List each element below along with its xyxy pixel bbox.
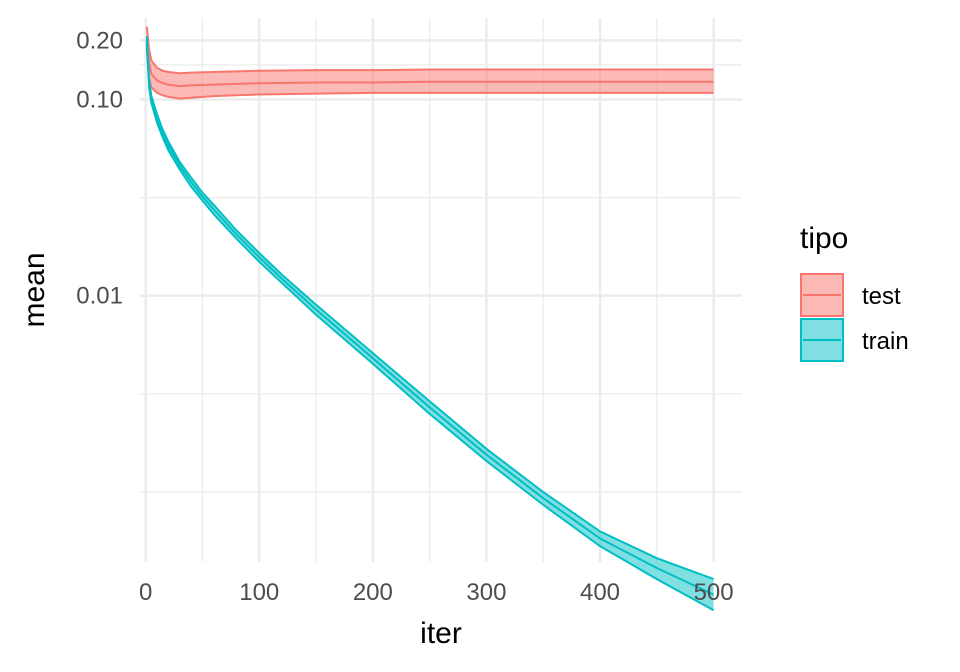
x-axis-title: iter — [420, 617, 462, 650]
x-tick-label: 0 — [139, 579, 152, 606]
y-tick-label: 0.20 — [76, 27, 123, 54]
series-train-lower-edge — [145, 44, 715, 612]
series-test-lower-edge — [145, 49, 714, 100]
legend-entry-train: train — [800, 318, 909, 362]
x-tick-label: 500 — [694, 579, 734, 606]
x-tick-label: 400 — [580, 579, 620, 606]
series-train-mean-line — [145, 40, 715, 596]
series-test-mean-line — [145, 40, 714, 88]
series-test-ribbon — [146, 26, 714, 99]
x-tick-label: 100 — [239, 579, 279, 606]
legend-entry-test: test — [800, 273, 901, 317]
grid-lines — [140, 18, 742, 562]
series-test-upper-edge — [145, 26, 714, 75]
legend-title: tipo — [800, 222, 848, 255]
legend: tipo test train — [800, 222, 909, 362]
legend-label-train: train — [862, 328, 909, 355]
x-tick-label: 300 — [466, 579, 506, 606]
x-tick-label: 200 — [353, 579, 393, 606]
tick-labels: 0 100 200 300 400 500 0.01 0.10 0.20 — [76, 27, 733, 606]
series-layer — [145, 26, 715, 612]
y-axis-title: mean — [18, 252, 51, 327]
y-tick-label: 0.10 — [76, 86, 123, 113]
y-tick-label: 0.01 — [76, 283, 123, 310]
legend-label-test: test — [862, 283, 901, 310]
series-train-upper-edge — [145, 36, 714, 581]
